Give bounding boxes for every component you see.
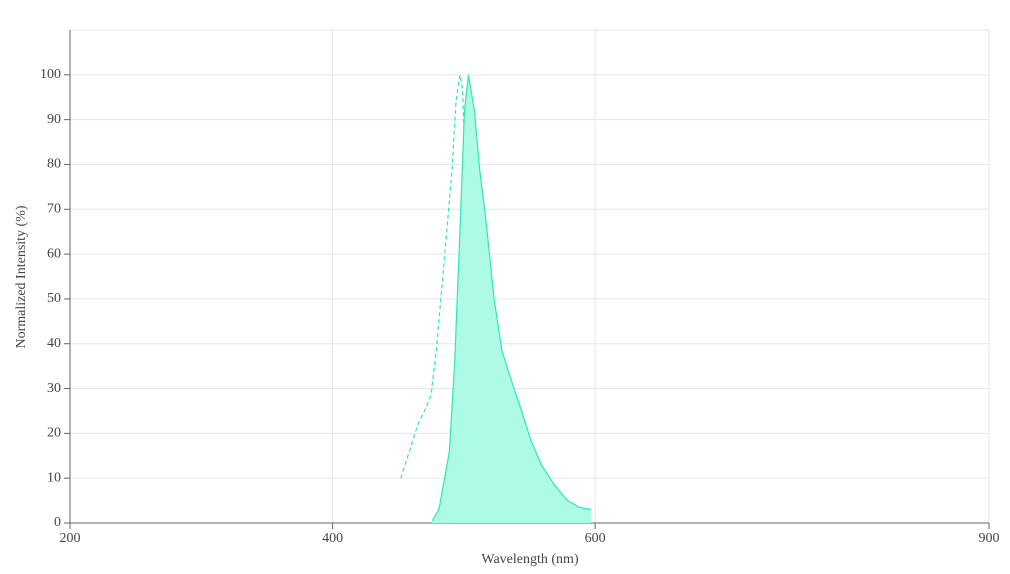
y-tick-label: 20 [47, 426, 61, 441]
y-tick-label: 0 [54, 515, 61, 530]
x-tick-label: 600 [585, 531, 606, 546]
y-tick-label: 30 [47, 381, 61, 396]
y-tick-label: 100 [40, 67, 61, 82]
x-axis-title: Wavelength (nm) [481, 552, 579, 567]
y-tick-label: 10 [47, 470, 61, 485]
x-tick-label: 900 [979, 531, 1000, 546]
y-tick-label: 90 [47, 112, 61, 127]
x-tick-label: 200 [60, 531, 81, 546]
line [431, 74, 592, 522]
y-axis-title: Normalized Intensity (%) [14, 205, 29, 348]
y-tick-label: 50 [47, 291, 61, 306]
y-tick-label: 80 [47, 157, 61, 172]
x-tick-label: 400 [322, 531, 343, 546]
y-tick-label: 70 [47, 201, 61, 216]
y-tick-label: 40 [47, 336, 61, 351]
area [432, 74, 592, 524]
y-tick-label: 60 [47, 246, 61, 261]
